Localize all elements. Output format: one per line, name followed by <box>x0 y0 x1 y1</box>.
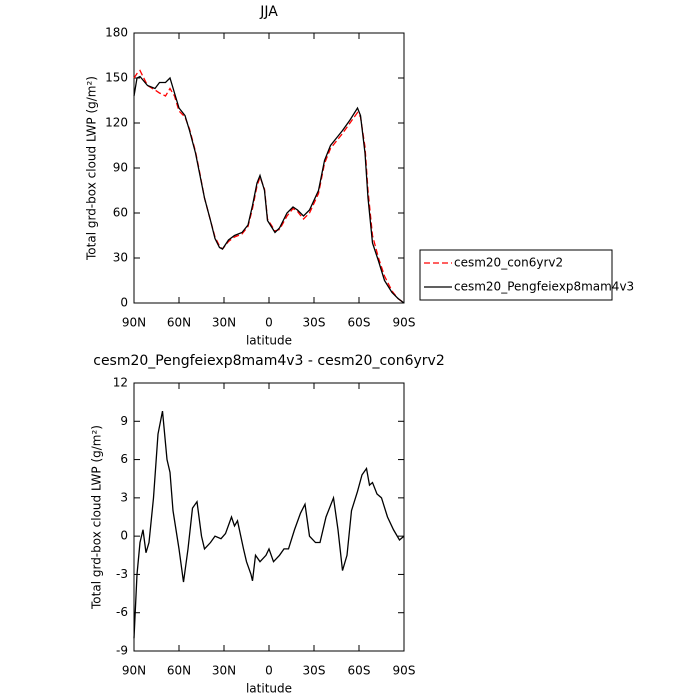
x-tick-label: 60S <box>348 316 371 330</box>
x-tick-label: 30N <box>212 664 236 678</box>
y-tick-label: 90 <box>113 161 128 175</box>
x-axis-label: latitude <box>246 682 292 696</box>
y-tick-label: 0 <box>120 296 128 310</box>
y-tick-label: 30 <box>113 251 128 265</box>
x-axis-label: latitude <box>246 334 292 348</box>
chart-title: cesm20_Pengfeiexp8mam4v3 - cesm20_con6yr… <box>93 353 445 369</box>
data-line <box>133 410 405 639</box>
plot-frame <box>133 32 405 304</box>
y-tick-label: 180 <box>105 26 128 40</box>
x-tick-label: 30S <box>303 664 326 678</box>
x-tick-label: 30N <box>212 316 236 330</box>
x-tick-label: 90S <box>393 316 416 330</box>
y-tick-label: 60 <box>113 206 128 220</box>
x-tick-label: 0 <box>265 664 273 678</box>
y-tick-label: 6 <box>120 452 128 466</box>
y-tick-label: 120 <box>105 116 128 130</box>
legend-label: cesm20_con6yrv2 <box>454 256 563 270</box>
y-tick-label: 9 <box>120 414 128 428</box>
data-line <box>133 69 405 304</box>
chart-title: JJA <box>259 4 278 20</box>
x-tick-label: 30S <box>303 316 326 330</box>
legend-box <box>419 249 613 301</box>
y-tick-label: 0 <box>120 529 128 543</box>
y-tick-label: -6 <box>116 605 128 619</box>
y-tick-label: 150 <box>105 71 128 85</box>
x-tick-label: 90N <box>122 316 146 330</box>
legend-label: cesm20_Pengfeiexp8mam4v3 <box>454 280 634 294</box>
x-tick-label: 60N <box>167 316 191 330</box>
x-tick-label: 90N <box>122 664 146 678</box>
y-axis-label: Total grd-box cloud LWP (g/m²) <box>85 76 99 261</box>
y-tick-label: -3 <box>116 567 128 581</box>
data-line <box>133 75 405 304</box>
x-tick-label: 90S <box>393 664 416 678</box>
y-axis-label: Total grd-box cloud LWP (g/m²) <box>90 425 104 610</box>
y-tick-label: 12 <box>113 376 128 390</box>
y-tick-label: 3 <box>120 490 128 504</box>
x-tick-label: 0 <box>265 316 273 330</box>
y-tick-label: -9 <box>116 644 128 658</box>
x-tick-label: 60S <box>348 664 371 678</box>
x-tick-label: 60N <box>167 664 191 678</box>
